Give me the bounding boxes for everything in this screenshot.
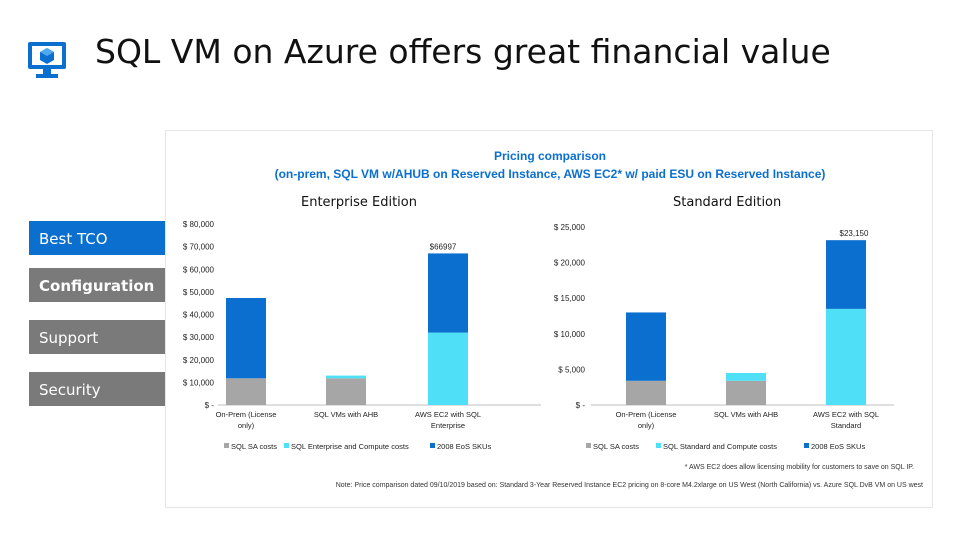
legend-swatch <box>224 443 229 448</box>
y-tick-label: $ 30,000 <box>183 333 215 342</box>
legend-label: SQL Standard and Compute costs <box>663 442 777 451</box>
pricing-chart: $ - $ 10,000 $ 20,000 $ 30,000 $ 40,000 $ 50,… <box>183 220 894 451</box>
category-label: only) <box>638 421 655 430</box>
y-tick-label: $ 10,000 <box>554 330 586 339</box>
footnote-pricing-note: Note: Price comparison dated 09/10/2019 … <box>335 482 923 489</box>
legend-swatch <box>656 443 661 448</box>
bar-segment <box>826 308 866 405</box>
y-tick-label: $ - <box>576 401 586 410</box>
y-tick-label: $ 20,000 <box>554 259 586 268</box>
bar-segment <box>626 380 666 405</box>
panel-title: Pricing comparison <box>493 149 607 163</box>
data-label: $66997 <box>430 242 457 251</box>
nav-item-configuration[interactable]: Configuration <box>29 268 167 302</box>
legend-swatch <box>804 443 809 448</box>
bar-segment <box>726 380 766 405</box>
category-label: Enterprise <box>431 421 465 430</box>
enterprise-chart-title: Enterprise Edition <box>301 195 417 210</box>
page-title: SQL VM on Azure offers great financial v… <box>95 32 831 71</box>
category-label: SQL VMs with AHB <box>714 410 778 419</box>
y-tick-label: $ 15,000 <box>554 294 586 303</box>
y-tick-label: $ 25,000 <box>554 223 586 232</box>
category-label: On-Prem (License <box>616 410 677 419</box>
bar-segment <box>226 378 266 405</box>
nav-item-support[interactable]: Support <box>29 320 167 354</box>
bar-segment <box>726 372 766 381</box>
y-tick-label: $ 20,000 <box>183 356 215 365</box>
y-tick-label: $ 70,000 <box>183 243 215 252</box>
bar-segment <box>226 297 266 379</box>
y-tick-label: $ 40,000 <box>183 311 215 320</box>
y-tick-label: $ 5,000 <box>558 365 585 374</box>
virtual-machine-icon <box>26 38 70 82</box>
legend-swatch <box>430 443 435 448</box>
y-tick-label: $ 10,000 <box>183 378 215 387</box>
nav-item-best-tco[interactable]: Best TCO <box>29 221 167 255</box>
bar-segment <box>326 375 366 379</box>
panel-subtitle: (on-prem, SQL VM w/AHUB on Reserved Inst… <box>274 167 826 181</box>
footnote-licensing: * AWS EC2 does allow licensing mobility … <box>684 464 914 471</box>
legend-label: 2008 EoS SKUs <box>811 442 865 451</box>
category-label: AWS EC2 with SQL <box>813 410 879 419</box>
y-tick-label: $ - <box>205 401 215 410</box>
bar-segment <box>428 253 468 333</box>
category-label: SQL VMs with AHB <box>314 410 378 419</box>
legend-swatch <box>284 443 289 448</box>
nav-item-security[interactable]: Security <box>29 372 167 406</box>
bar-segment <box>428 332 468 405</box>
legend-label: SQL SA costs <box>593 442 639 451</box>
y-tick-label: $ 50,000 <box>183 288 215 297</box>
category-label: On-Prem (License <box>216 410 277 419</box>
data-label: $23,150 <box>840 229 869 238</box>
pricing-panel: Pricing comparison (on-prem, SQL VM w/AH… <box>165 130 933 508</box>
legend-label: SQL SA costs <box>231 442 277 451</box>
category-label: only) <box>238 421 255 430</box>
category-label: AWS EC2 with SQL <box>415 410 481 419</box>
legend-swatch <box>586 443 591 448</box>
category-label: Standard <box>831 421 861 430</box>
standard-chart-title: Standard Edition <box>673 195 782 210</box>
legend-label: 2008 EoS SKUs <box>437 442 491 451</box>
bar-segment <box>326 378 366 405</box>
y-tick-label: $ 80,000 <box>183 220 215 229</box>
slide-header: SQL VM on Azure offers great financial v… <box>0 0 960 100</box>
legend-label: SQL Enterprise and Compute costs <box>291 442 409 451</box>
bar-segment <box>626 312 666 381</box>
bar-segment <box>826 240 866 309</box>
y-tick-label: $ 60,000 <box>183 265 215 274</box>
